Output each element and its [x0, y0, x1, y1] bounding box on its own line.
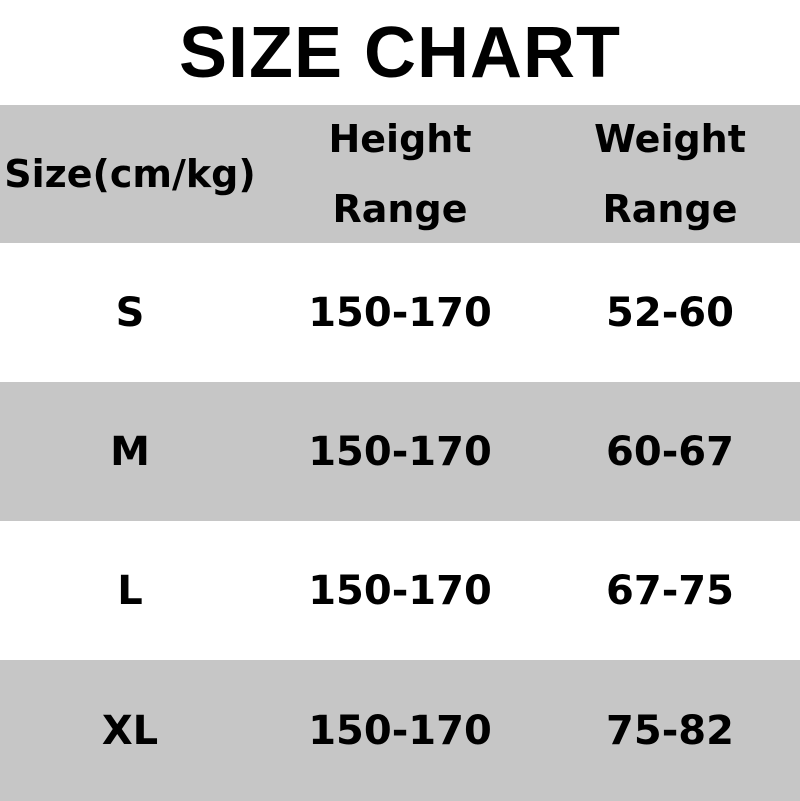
header-size: Size(cm/kg) — [4, 152, 256, 196]
weight-cell: 67-75 — [606, 567, 734, 614]
weight-cell: 75-82 — [606, 707, 734, 754]
height-cell: 150-170 — [308, 428, 492, 475]
height-cell: 150-170 — [308, 707, 492, 754]
height-cell: 150-170 — [308, 567, 492, 614]
weight-cell: 52-60 — [606, 289, 734, 336]
size-cell: S — [115, 289, 145, 336]
size-cell: M — [110, 428, 150, 475]
weight-cell: 60-67 — [606, 428, 734, 475]
height-cell: 150-170 — [308, 289, 492, 336]
table-row: S 150-170 52-60 — [0, 243, 800, 382]
header-height-line1: Height — [328, 117, 472, 161]
size-cell: XL — [101, 707, 159, 754]
header-weight-line1: Weight — [594, 117, 746, 161]
page-title: SIZE CHART — [179, 12, 621, 93]
table-row: L 150-170 67-75 — [0, 521, 800, 660]
table-row: XL 150-170 75-82 — [0, 660, 800, 801]
size-cell: L — [117, 567, 143, 614]
table-row: M 150-170 60-67 — [0, 382, 800, 521]
header-weight-line2: Range — [602, 187, 738, 231]
table-header: Size(cm/kg) Height Range Weight Range — [0, 105, 800, 243]
header-height-line2: Range — [332, 187, 468, 231]
header-height: Height Range — [328, 104, 471, 244]
header-weight: Weight Range — [594, 104, 746, 244]
